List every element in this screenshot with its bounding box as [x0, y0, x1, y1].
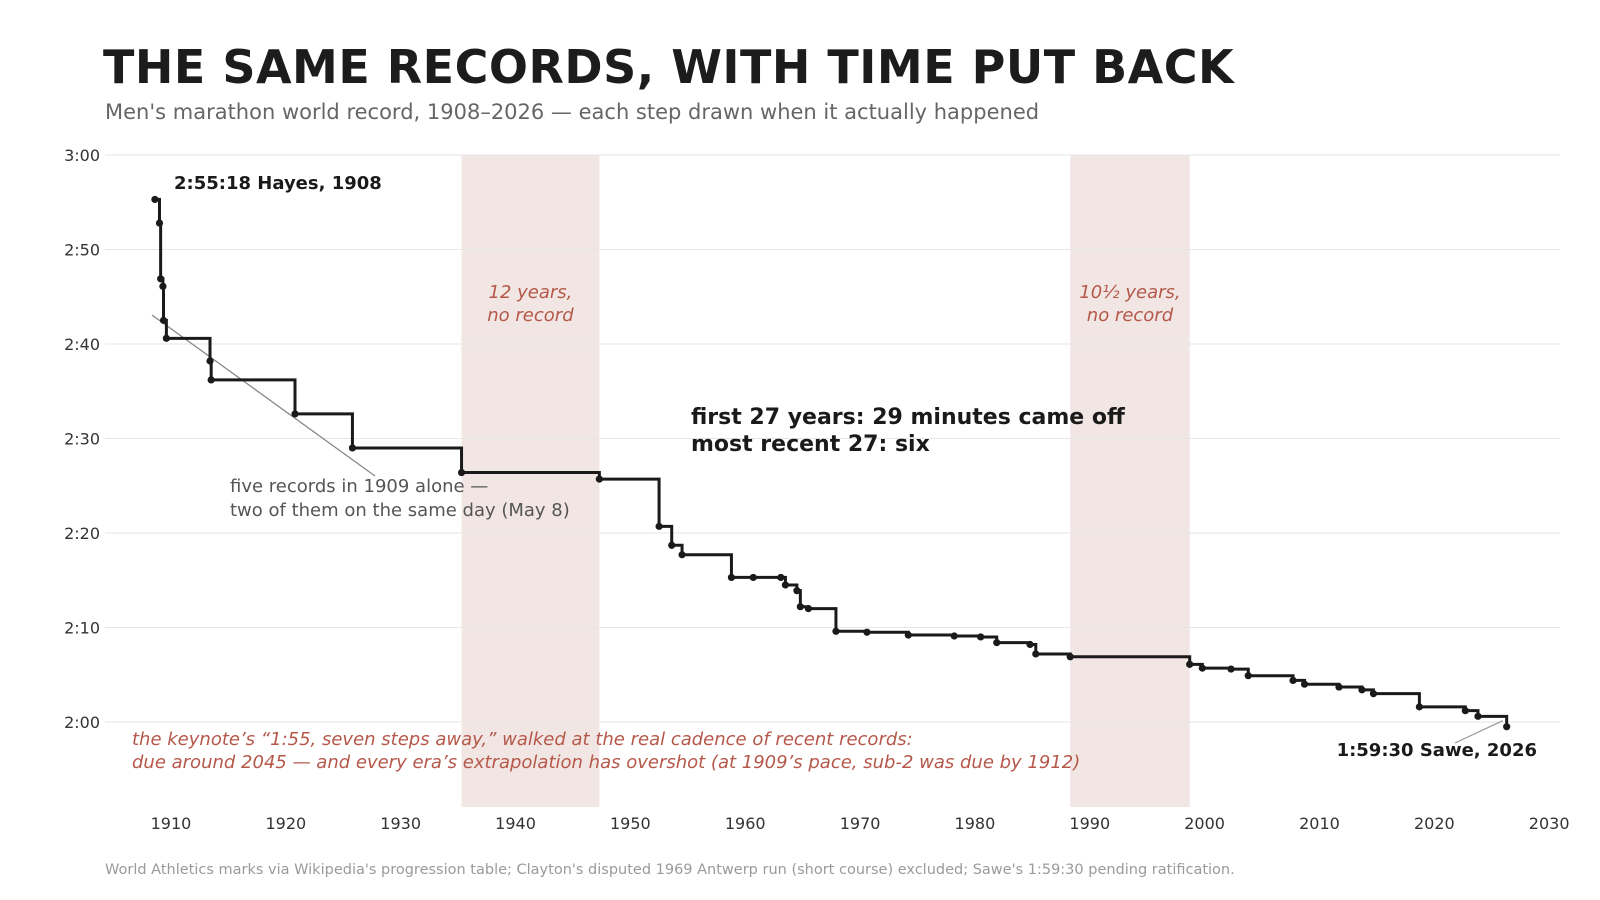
record-point	[668, 541, 676, 549]
record-point	[993, 639, 1001, 647]
record-point	[950, 632, 958, 640]
record-point	[151, 195, 159, 204]
record-point	[1369, 690, 1378, 698]
record-point	[1026, 640, 1034, 649]
x-tick-label: 1970	[840, 814, 881, 833]
record-point	[832, 627, 840, 635]
y-tick-label: 2:50	[64, 241, 100, 260]
summary-note: most recent 27: six	[691, 432, 930, 457]
record-point	[291, 410, 299, 418]
gap-label: no record	[487, 305, 574, 326]
record-point	[1415, 703, 1423, 711]
record-point	[1461, 707, 1469, 715]
record-point	[1300, 680, 1309, 688]
record-point	[777, 573, 785, 582]
note-leader-line	[151, 314, 376, 477]
record-point	[1198, 664, 1206, 672]
record-point	[348, 444, 357, 452]
record-point	[1335, 683, 1343, 691]
record-point	[162, 334, 170, 342]
record-point	[655, 522, 663, 530]
record-point	[793, 587, 801, 595]
gap-label: 12 years,	[489, 282, 573, 303]
y-tick-label: 3:00	[64, 146, 100, 165]
record-point	[207, 376, 215, 384]
last-record-label: 1:59:30 Sawe, 2026	[1337, 740, 1537, 761]
x-tick-label: 1960	[725, 814, 766, 833]
x-tick-label: 2030	[1529, 814, 1570, 833]
x-tick-label: 2010	[1299, 814, 1340, 833]
record-point	[1186, 660, 1194, 668]
gap-label: 10½ years,	[1079, 282, 1180, 303]
record-point	[157, 275, 165, 283]
note-1909: five records in 1909 alone —	[230, 476, 488, 497]
record-point	[863, 628, 871, 636]
record-point	[977, 633, 985, 641]
record-point	[595, 475, 603, 483]
summary-note: first 27 years: 29 minutes came off	[691, 405, 1126, 430]
x-tick-label: 1910	[151, 814, 192, 833]
record-point	[457, 468, 466, 477]
y-tick-label: 2:20	[64, 524, 100, 543]
record-point	[727, 573, 736, 582]
last-record-leader	[1454, 720, 1503, 744]
x-tick-label: 2020	[1414, 814, 1455, 833]
record-point	[904, 631, 912, 639]
x-tick-label: 1930	[380, 814, 421, 833]
record-point	[206, 357, 214, 365]
record-point	[1032, 650, 1040, 658]
record-point	[1358, 686, 1366, 694]
note-1909: two of them on the same day (May 8)	[230, 500, 570, 521]
no-record-band	[461, 155, 600, 808]
x-tick-label: 1990	[1069, 814, 1110, 833]
x-tick-label: 1950	[610, 814, 651, 833]
record-point	[678, 551, 686, 559]
source-note: World Athletics marks via Wikipedia's pr…	[105, 862, 1235, 878]
record-point	[781, 581, 790, 589]
record-point	[159, 316, 168, 324]
y-tick-label: 2:10	[64, 619, 100, 638]
y-tick-label: 2:40	[64, 335, 100, 354]
x-tick-label: 1980	[955, 814, 996, 833]
x-tick-label: 1920	[265, 814, 306, 833]
gap-label: no record	[1087, 305, 1174, 326]
first-record-label: 2:55:18 Hayes, 1908	[174, 173, 382, 194]
record-point	[1227, 665, 1235, 673]
keynote-note: the keynote’s “1:55, seven steps away,” …	[132, 729, 913, 750]
record-point	[1289, 676, 1297, 685]
record-point	[796, 603, 804, 611]
record-point	[804, 605, 812, 613]
chart-title: THE SAME RECORDS, WITH TIME PUT BACK	[103, 40, 1235, 94]
record-point	[1503, 723, 1511, 731]
chart-subtitle: Men's marathon world record, 1908–2026 —…	[105, 100, 1040, 124]
x-tick-label: 2000	[1184, 814, 1225, 833]
record-point	[749, 573, 757, 582]
record-point	[159, 282, 167, 290]
y-tick-label: 2:30	[64, 430, 100, 449]
y-tick-label: 2:00	[64, 713, 100, 732]
keynote-note: due around 2045 — and every era’s extrap…	[132, 752, 1080, 773]
record-point	[1474, 712, 1482, 720]
x-tick-label: 1940	[495, 814, 536, 833]
record-point	[155, 219, 164, 227]
record-point	[1066, 653, 1074, 661]
no-record-band	[1070, 155, 1190, 808]
record-point	[1244, 672, 1252, 680]
